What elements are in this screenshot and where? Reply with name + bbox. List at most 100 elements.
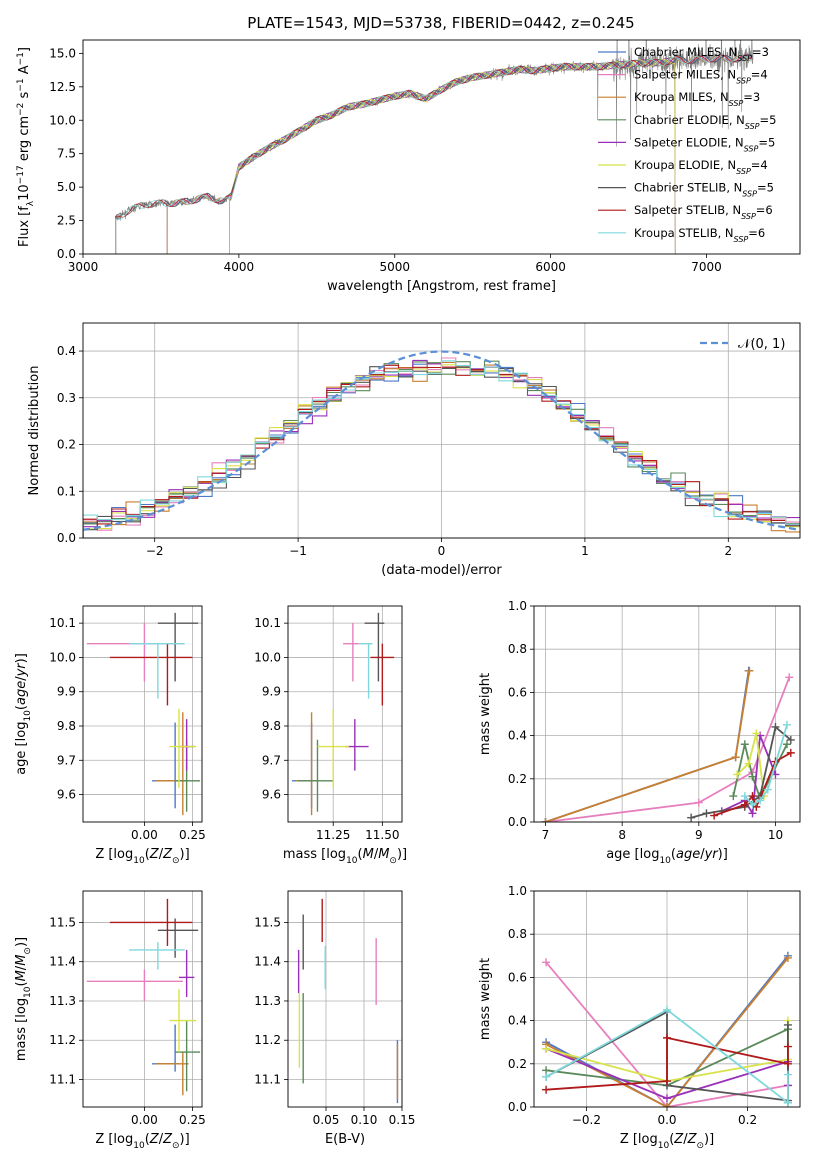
age_vs_mass-xlabel-part: )] bbox=[397, 847, 407, 862]
legend-label-text: Kroupa ELODIE, N bbox=[634, 158, 736, 172]
figure-title: PLATE=1543, MJD=53738, FIBERID=0442, z=0… bbox=[247, 14, 634, 32]
legend-label-chabrier-elodie: Chabrier ELODIE, NSSP=5 bbox=[634, 113, 776, 131]
series-marker bbox=[663, 1103, 671, 1107]
age_vs_Z-ylabel-part: ( bbox=[14, 705, 29, 710]
y-tick-label: 11.4 bbox=[49, 955, 76, 969]
y-tick-label: 9.6 bbox=[262, 788, 281, 802]
series-line bbox=[545, 1008, 789, 1105]
mass_vs_Z-xlabel: Z [log10(Z/Z⊙)] bbox=[95, 1132, 189, 1151]
errorbar-point-kroupa-stelib bbox=[129, 942, 185, 970]
y-tick-label: 10.1 bbox=[49, 616, 76, 630]
series-marker bbox=[748, 809, 757, 818]
mass_weight_vs_Z-xlabel-part: Z bbox=[673, 1132, 684, 1147]
mass_weight_vs_Z-xlabel: Z [log10(Z/Z⊙)] bbox=[620, 1132, 714, 1151]
age_vs_Z-xlabel: Z [log10(Z/Z⊙)] bbox=[95, 847, 189, 866]
x-tick-label: 0.15 bbox=[389, 1113, 416, 1127]
x-tick-label: 7000 bbox=[691, 260, 722, 274]
series-marker bbox=[756, 796, 765, 805]
age_vs_Z-ylabel-part: yr bbox=[14, 662, 29, 678]
series-marker bbox=[748, 792, 757, 801]
mass_vs_Z-ylabel-part: M bbox=[14, 955, 29, 966]
mass_vs_Z-ylabel-part: )] bbox=[14, 937, 29, 947]
series-line bbox=[545, 961, 789, 1107]
y-tick-label: 0.4 bbox=[508, 1014, 527, 1028]
residual-histogram-kroupa-stelib bbox=[83, 360, 800, 538]
errorbar-point-kroupa-elodie bbox=[317, 708, 349, 788]
legend-label-text: Chabrier STELIB, N bbox=[634, 181, 742, 195]
y-tick-label: 9.9 bbox=[57, 685, 76, 699]
series-marker bbox=[783, 1020, 792, 1029]
mass_weight_vs_Z-xlabel-part: Z [log bbox=[620, 1132, 658, 1147]
x-tick-label: −1 bbox=[289, 544, 307, 558]
x-tick-label: 0.25 bbox=[179, 828, 206, 842]
y-tick-label: 0.0 bbox=[508, 815, 527, 829]
legend-label-suffix: =6 bbox=[756, 203, 773, 217]
mass_vs_ebv-xlabel: E(B-V) bbox=[325, 1132, 365, 1147]
spectrum-ylabel-part: erg cm bbox=[17, 116, 32, 165]
legend-label-chabrier-stelib: Chabrier STELIB, NSSP=5 bbox=[634, 181, 774, 199]
legend-label-sub: SSP bbox=[744, 144, 759, 153]
series-marker bbox=[783, 1059, 792, 1068]
legend-label-text: Salpeter ELODIE, N bbox=[634, 135, 744, 149]
mass_vs_Z-ylabel-part: mass [log bbox=[14, 998, 29, 1061]
y-tick-label: 9.7 bbox=[57, 753, 76, 767]
age_vs_Z-xlabel-part: 10 bbox=[133, 856, 145, 866]
age_vs_mass-xlabel-part: M bbox=[363, 847, 374, 862]
mass_vs_ebv-frame bbox=[287, 890, 403, 1108]
residuals-xlabel: (data-model)/error bbox=[381, 563, 502, 578]
series-marker bbox=[782, 740, 791, 749]
legend-label-suffix: =5 bbox=[757, 181, 774, 195]
spectrum-ylabel-part: 10 bbox=[17, 184, 32, 201]
legend-label-suffix: =3 bbox=[752, 45, 769, 59]
spectrum-ylabel: Flux [fλ10−17 erg cm−2 s−1 A−1] bbox=[16, 47, 36, 247]
residuals-ylabel: Normed distribution bbox=[27, 366, 42, 496]
y-tick-label: 0.2 bbox=[508, 1057, 527, 1071]
legend-label-sub: SSP bbox=[742, 189, 757, 198]
age_vs_mass-xlabel-part: 10 bbox=[346, 856, 358, 866]
y-tick-label: 10.1 bbox=[254, 616, 281, 630]
x-tick-label: 0.00 bbox=[131, 828, 158, 842]
errorbar-point-kroupa-miles bbox=[155, 1052, 189, 1096]
errorbar-point-kroupa-elodie bbox=[169, 989, 197, 1053]
y-tick-label: 11.5 bbox=[49, 915, 76, 929]
age_vs_mass-xlabel-part: M bbox=[378, 847, 389, 862]
errorbar-point-kroupa-stelib bbox=[358, 643, 373, 699]
mass_weight_vs_Z-xlabel-part: 10 bbox=[658, 1141, 670, 1151]
age_vs_Z-ylabel-part: / bbox=[14, 676, 29, 681]
y-tick-label: 11.4 bbox=[254, 955, 281, 969]
errorbar-point-salpeter-stelib bbox=[109, 643, 193, 706]
series-marker bbox=[783, 1098, 792, 1107]
series-marker bbox=[783, 1070, 792, 1079]
mass_weight_vs_Z-plot-area bbox=[542, 951, 792, 1107]
legend-label-normal: 𝒩(0, 1) bbox=[738, 337, 785, 352]
legend-label-text: Chabrier MILES, N bbox=[634, 45, 737, 59]
legend-label-suffix: =3 bbox=[743, 90, 760, 104]
y-tick-label: 9.8 bbox=[262, 719, 281, 733]
y-tick-label: 0.1 bbox=[57, 484, 76, 498]
errorbar-point-salpeter-elodie bbox=[345, 719, 369, 771]
errorbar-point-salpeter-elodie bbox=[178, 949, 195, 998]
legend-label-suffix: =4 bbox=[751, 158, 768, 172]
mass_weight_vs_age-xlabel: age [log10(age/yr)] bbox=[606, 847, 728, 866]
series-line bbox=[545, 955, 789, 1107]
series-marker bbox=[663, 1077, 671, 1086]
x-tick-label: 9 bbox=[695, 828, 703, 842]
age_vs_Z-ylabel-part: age [log bbox=[14, 722, 29, 775]
legend-label-chabrier-miles: Chabrier MILES, NSSP=3 bbox=[634, 45, 769, 63]
mass_vs_ebv-grid bbox=[288, 891, 403, 1107]
age_vs_Z-ylabel: age [log10(age/yr)] bbox=[14, 653, 33, 775]
mass_vs_Z-xlabel-part: ⊙ bbox=[172, 1141, 180, 1151]
errorbar-point-chabrier-stelib bbox=[364, 612, 385, 682]
mass_vs_Z-grid bbox=[83, 891, 202, 1107]
mass_weight_vs_age-frame bbox=[533, 605, 801, 823]
series-marker bbox=[783, 953, 792, 962]
age_vs_Z-ylabel-part: )] bbox=[14, 653, 29, 663]
age_vs_mass-frame bbox=[287, 605, 403, 823]
x-tick-label: 3000 bbox=[68, 260, 99, 274]
series-line bbox=[713, 752, 792, 817]
series-kroupa-stelib bbox=[542, 1005, 792, 1107]
series-marker bbox=[663, 1005, 671, 1014]
x-tick-label: 11.50 bbox=[365, 828, 399, 842]
errorbar-point-chabrier-miles bbox=[291, 722, 314, 809]
